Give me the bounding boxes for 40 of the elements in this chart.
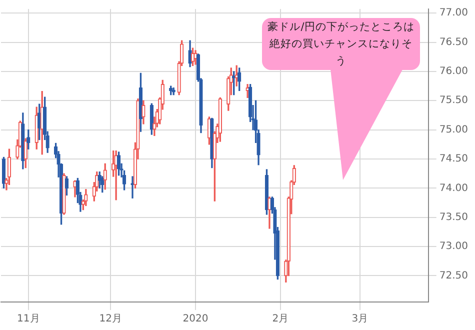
y-tick-label: 75.00 bbox=[439, 124, 468, 136]
y-tick-label: 73.50 bbox=[439, 212, 468, 223]
y-tick-label: 73.00 bbox=[439, 241, 468, 252]
candlestick bbox=[232, 71, 236, 96]
candlestick bbox=[150, 103, 154, 135]
candlestick bbox=[73, 180, 77, 198]
y-tick-label: 76.50 bbox=[439, 36, 468, 48]
candlestick bbox=[194, 50, 198, 65]
candlestick bbox=[2, 156, 6, 189]
candlestick bbox=[264, 169, 269, 215]
x-tick-label: 2月 bbox=[272, 314, 289, 325]
x-tick-label: 2020 bbox=[182, 314, 208, 325]
candlestick bbox=[34, 106, 38, 150]
candlestick bbox=[24, 138, 28, 168]
candlestick bbox=[26, 129, 30, 150]
candlestick bbox=[138, 72, 143, 132]
candlestick bbox=[64, 176, 69, 196]
x-tick-label: 11月 bbox=[17, 314, 40, 325]
y-tick-label: 77.00 bbox=[439, 8, 468, 19]
y-tick-label: 76.00 bbox=[439, 66, 468, 78]
y-tick-label: 74.00 bbox=[439, 182, 468, 194]
candlestick bbox=[84, 189, 88, 206]
candlestick bbox=[246, 84, 250, 98]
y-tick-label: 72.50 bbox=[439, 270, 468, 282]
candlestick bbox=[62, 173, 66, 215]
y-tick-label: 75.50 bbox=[439, 95, 468, 106]
candlestick bbox=[142, 100, 146, 124]
x-tick-label: 12月 bbox=[99, 314, 122, 325]
candlestick bbox=[130, 176, 134, 198]
candlestick bbox=[116, 152, 121, 176]
annotation: 豪ドル/円の下がったところは絶好の買いチャンスになりそう bbox=[262, 18, 420, 70]
candlestick bbox=[268, 196, 272, 229]
candlestick bbox=[98, 172, 102, 189]
candlestick bbox=[40, 90, 44, 155]
x-tick-label: 3月 bbox=[352, 314, 368, 325]
y-tick-label: 74.50 bbox=[439, 154, 468, 165]
candlestick bbox=[234, 65, 238, 86]
candlestick bbox=[218, 97, 222, 142]
candlestick bbox=[172, 87, 176, 96]
candlestick bbox=[114, 150, 118, 200]
